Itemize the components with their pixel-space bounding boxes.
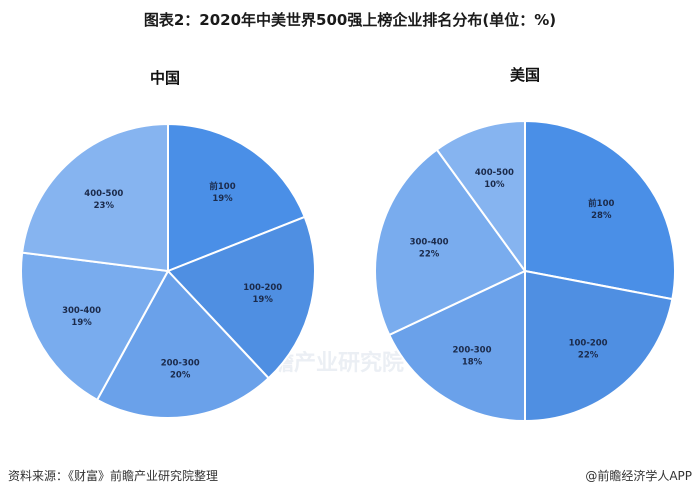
china-pie-slice-1 xyxy=(166,215,316,380)
usa-slice-value-label-3: 22% xyxy=(419,249,440,259)
usa-slice-category-label-1: 100-200 xyxy=(569,338,608,348)
china-slice-category-label-4: 400-500 xyxy=(84,189,123,199)
source-note: 资料来源：《财富》前瞻产业研究院整理 xyxy=(8,469,219,483)
china-slice-value-label-4: 23% xyxy=(94,201,115,211)
usa-slice-category-label-4: 400-500 xyxy=(475,168,514,178)
usa-pie-title: 美国 xyxy=(510,66,541,84)
usa-slice-value-label-4: 10% xyxy=(484,180,505,190)
china-slice-category-label-1: 100-200 xyxy=(243,283,282,293)
usa-slice-category-label-2: 200-300 xyxy=(452,346,491,356)
china-slice-category-label-0: 前100 xyxy=(209,181,235,192)
usa-slice-value-label-0: 28% xyxy=(591,211,612,221)
china-slice-value-label-0: 19% xyxy=(212,194,233,204)
usa-slice-category-label-0: 前100 xyxy=(588,198,614,209)
usa-pie-slice-2 xyxy=(387,269,526,423)
china-pie-title: 中国 xyxy=(150,69,181,87)
usa-pie-slice-4 xyxy=(435,119,526,275)
usa-pie-slice-1 xyxy=(524,269,674,423)
usa-pie-slice-0 xyxy=(524,119,676,301)
china-pie-slice-3 xyxy=(20,251,170,402)
china-pie-slice-0 xyxy=(167,122,306,273)
china-slice-category-label-3: 300-400 xyxy=(62,306,101,316)
china-slice-value-label-1: 19% xyxy=(253,295,274,305)
china-slice-value-label-2: 20% xyxy=(170,370,191,380)
usa-slice-value-label-1: 22% xyxy=(578,350,599,360)
usa-slice-value-label-2: 18% xyxy=(462,358,483,368)
brand-note: @前瞻经济学人APP xyxy=(585,469,692,483)
usa-slice-category-label-3: 300-400 xyxy=(410,237,449,247)
usa-pie-slice-3 xyxy=(374,148,527,337)
china-slice-value-label-3: 19% xyxy=(71,318,92,328)
china-pie-slice-4 xyxy=(21,122,169,273)
china-pie-slice-2 xyxy=(95,269,271,419)
china-slice-category-label-2: 200-300 xyxy=(161,358,200,368)
chart-title: 图表2：2020年中美世界500强上榜企业排名分布(单位：%) xyxy=(143,11,557,29)
